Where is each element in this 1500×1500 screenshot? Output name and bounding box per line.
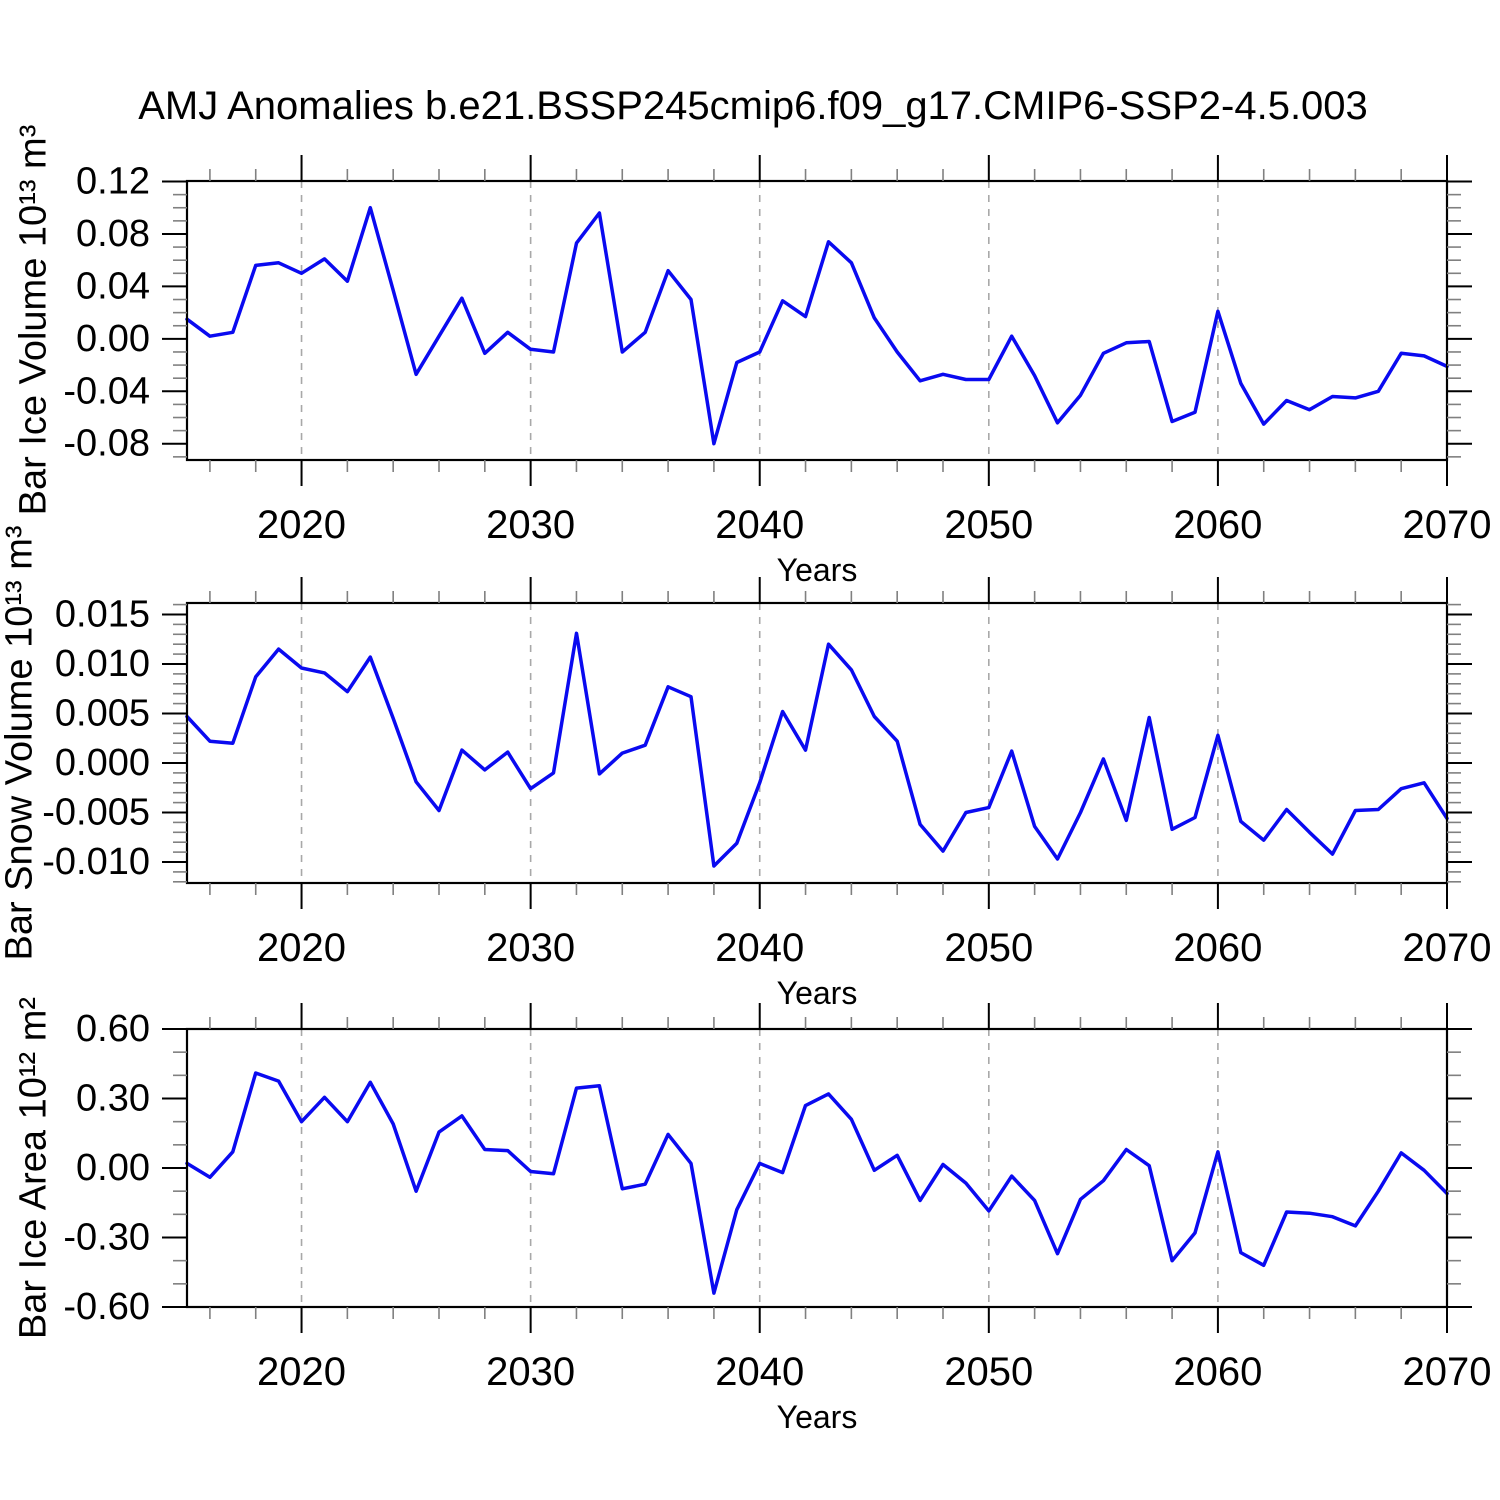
x-tick-label: 2060 [1173, 1350, 1262, 1394]
x-tick-label: 2030 [486, 503, 575, 547]
y-tick-label: 0.08 [76, 213, 150, 255]
y-tick-label: 0.000 [55, 742, 150, 784]
x-tick-label: 2040 [715, 503, 804, 547]
x-tick-label: 2030 [486, 1350, 575, 1394]
y-tick-label: -0.30 [63, 1217, 150, 1259]
y-tick-label: 0.00 [76, 1147, 150, 1189]
x-tick-label: 2060 [1173, 503, 1262, 547]
plot-frame [185, 179, 1449, 462]
x-tick-label: 2070 [1403, 503, 1492, 547]
x-axis-title: Years [777, 975, 858, 1011]
y-tick-label: -0.04 [63, 370, 150, 412]
ice-volume-line [185, 205, 1449, 446]
y-tick-label: 0.04 [76, 265, 150, 307]
plot-frame [185, 1027, 1449, 1309]
y-tick-label: -0.010 [42, 841, 150, 883]
x-tick-label: 2020 [257, 926, 346, 970]
y-tick-label: -0.08 [63, 423, 150, 465]
x-tick-label: 2050 [944, 503, 1033, 547]
x-tick-label: 2020 [257, 503, 346, 547]
y-tick-label: 0.12 [76, 161, 150, 203]
panel-ice-area: 0.60 0.30 0.00 -0.30 -0.60 2020 2030 2040 2050 20… [63, 1003, 1491, 1435]
x-tick-label: 2060 [1173, 926, 1262, 970]
x-tick-label: 2070 [1403, 926, 1492, 970]
chart-title: AMJ Anomalies b.e21.BSSP245cmip6.f09_g17… [138, 84, 1368, 128]
y-tick-label: -0.005 [42, 792, 150, 834]
y-tick-label: 0.010 [55, 643, 150, 685]
panel-snow-volume: 0.015 0.010 0.005 0.000 -0.005 -0.010 2020 2030… [42, 577, 1491, 1011]
x-tick-label: 2040 [715, 1350, 804, 1394]
x-tick-label: 2040 [715, 926, 804, 970]
x-tick-label: 2020 [257, 1350, 346, 1394]
x-tick-label: 2050 [944, 926, 1033, 970]
x-tick-label: 2030 [486, 926, 575, 970]
plot-frame [185, 601, 1449, 885]
y-tick-label: 0.30 [76, 1078, 150, 1120]
y-tick-label: -0.60 [63, 1286, 150, 1328]
y-tick-label: 0.60 [76, 1008, 150, 1050]
y-tick-label: 0.015 [55, 593, 150, 635]
x-axis-title: Years [777, 552, 858, 588]
x-tick-label: 2070 [1403, 1350, 1492, 1394]
y-tick-label: 0.005 [55, 692, 150, 734]
y-tick-label: 0.00 [76, 318, 150, 360]
snow-volume-line [185, 631, 1449, 868]
x-axis-title: Years [777, 1399, 858, 1435]
ice-area-line [185, 1071, 1449, 1295]
panel-ice-volume: 0.12 0.08 0.04 0.00 -0.04 -0.08 2020 2030 2040 20… [63, 155, 1491, 588]
x-tick-label: 2050 [944, 1350, 1033, 1394]
